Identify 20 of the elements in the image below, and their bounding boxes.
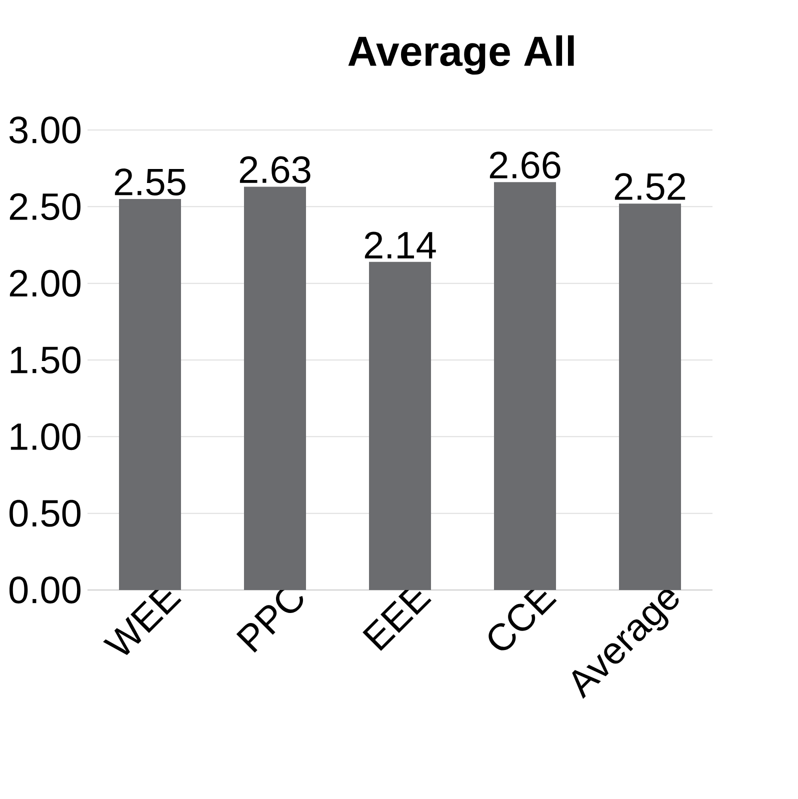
y-tick-label: 0.50 (9, 500, 80, 527)
data-label: 2.52 (614, 173, 686, 200)
bar (244, 186, 306, 590)
bar (119, 198, 181, 590)
x-tick-label: EEE (362, 582, 432, 651)
bar (494, 182, 556, 590)
y-tick-label: 2.00 (10, 270, 80, 297)
bar (369, 262, 432, 590)
y-tick-label: 0.00 (9, 576, 80, 604)
y-tick-label: 2.50 (10, 193, 80, 220)
x-tick-label: CCE (488, 582, 557, 650)
y-tick-label: 1.00 (10, 423, 80, 450)
y-tick-label: 1.50 (10, 346, 80, 374)
chart-title: Average All (348, 35, 574, 75)
y-tick-label: 3.00 (9, 116, 80, 144)
data-label: 2.14 (364, 232, 436, 258)
data-label: 2.55 (114, 168, 186, 196)
data-label: 2.63 (240, 156, 310, 184)
bar (619, 204, 682, 590)
data-label: 2.66 (490, 152, 560, 179)
